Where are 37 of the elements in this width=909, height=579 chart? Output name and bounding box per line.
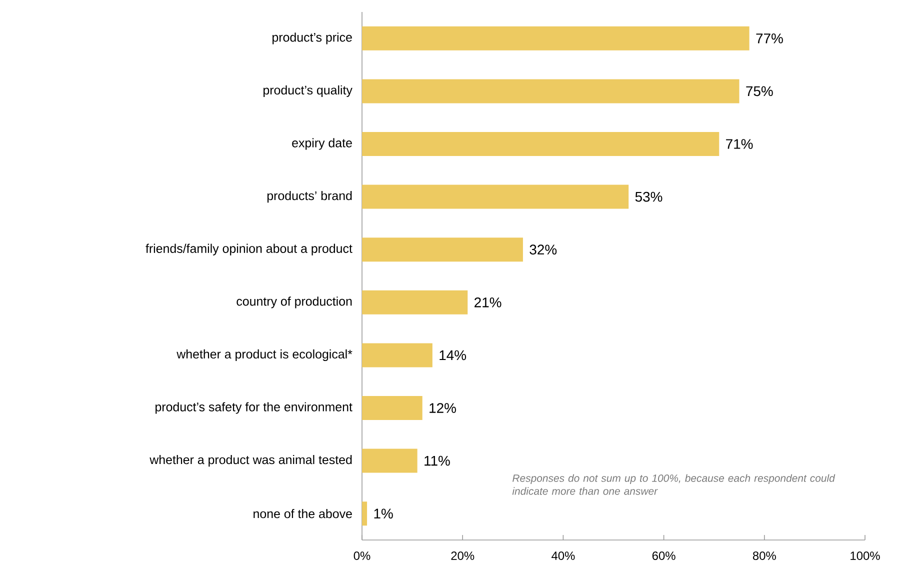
data-label: 75% <box>746 86 773 96</box>
bar <box>362 343 432 368</box>
y-tick-label: country of production <box>236 296 352 308</box>
data-label: 21% <box>474 297 502 308</box>
bar <box>362 448 418 473</box>
x-tick-label: 20% <box>451 552 474 560</box>
bar <box>362 238 523 262</box>
bar <box>362 26 750 50</box>
y-tick-label: none of the above <box>254 509 352 518</box>
bar <box>362 290 468 314</box>
bar <box>362 184 629 209</box>
bar <box>362 79 740 104</box>
y-tick-label: expiry date <box>292 138 352 150</box>
x-tick-label: 60% <box>652 552 676 560</box>
annotation: Responses do not sum up to 100%, because each respondent could indicate more than one answer <box>512 474 836 495</box>
y-tick-label: product’s quality <box>264 85 352 97</box>
y-tick-label: whether a product was animal tested <box>150 454 352 467</box>
data-label: 11% <box>424 456 450 466</box>
bar <box>362 132 720 156</box>
data-label: 12% <box>430 403 456 413</box>
x-tick-label: 100% <box>850 552 880 560</box>
data-label: 53% <box>635 192 662 202</box>
y-tick-label: friends/family opinion about a product <box>146 244 352 256</box>
data-label: 32% <box>530 244 557 255</box>
x-tick-label: 80% <box>752 552 776 560</box>
bar <box>362 502 368 526</box>
x-tick-label: 0% <box>354 552 370 560</box>
y-tick-label: product’s safety for the environment <box>156 402 352 414</box>
x-tick-label: 40% <box>552 552 575 560</box>
y-tick-label: products’ brand <box>267 190 352 203</box>
data-label: 77% <box>756 34 783 44</box>
data-label: 71% <box>726 139 753 149</box>
data-label: 1% <box>374 508 393 518</box>
y-tick-label: product’s price <box>272 32 352 44</box>
bar <box>362 396 422 420</box>
y-tick-label: whether a product is ecological* <box>176 349 352 361</box>
data-label: 14% <box>440 350 466 360</box>
